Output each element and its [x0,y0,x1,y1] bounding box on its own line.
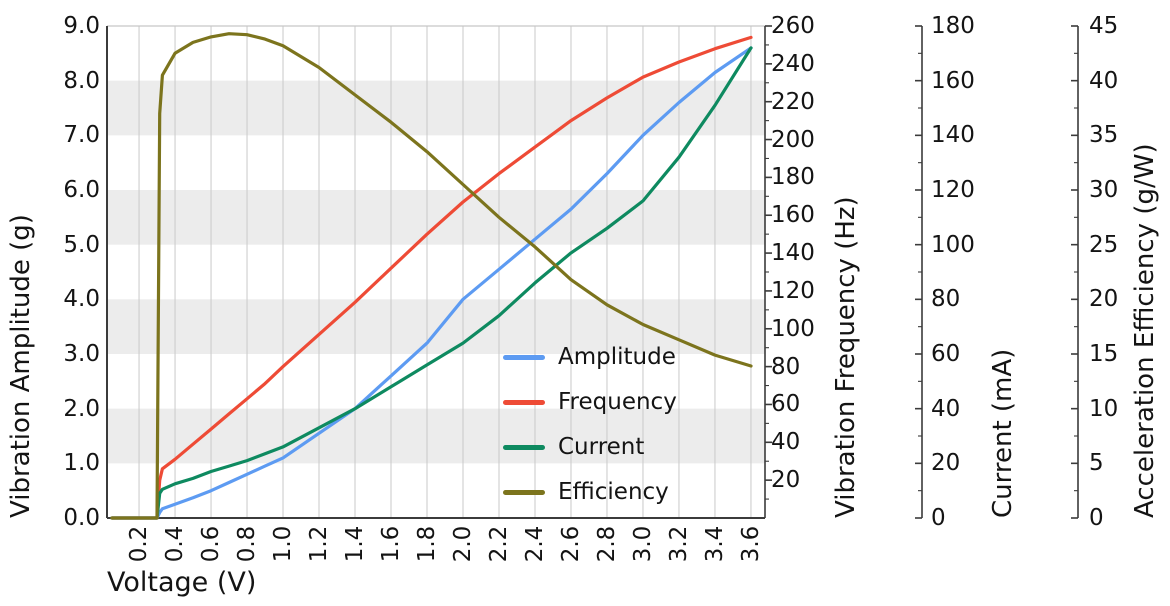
tick-label-current: 160 [931,67,975,94]
tick-label-efficiency: 20 [1089,286,1119,313]
tick-label-current: 120 [931,177,975,203]
legend-label: Current [558,434,645,460]
x-tick-label: 1.8 [414,525,440,563]
tick-label-current: 100 [931,231,975,258]
y-tick-label-amplitude: 7.0 [63,122,100,149]
x-tick-label: 0.8 [234,525,261,563]
tick-label-frequency: 260 [771,13,815,39]
tick-label-frequency: 100 [771,315,815,342]
x-tick-label: 0.4 [162,525,189,563]
tick-label-efficiency: 10 [1089,395,1119,422]
y-tick-label-amplitude: 9.0 [63,13,100,39]
y-tick-label-amplitude: 5.0 [63,231,100,258]
y-tick-label-amplitude: 0.0 [63,505,100,531]
series-amplitude-line [110,46,753,520]
x-tick-label: 1.2 [306,525,332,563]
legend-label: Efficiency [558,479,669,505]
tick-label-efficiency: 25 [1089,231,1119,258]
series-efficiency-line [110,32,753,520]
tick-label-current: 140 [931,122,975,149]
x-tick-label: 0.6 [198,525,225,563]
tick-label-frequency: 140 [771,240,815,267]
legend-swatch-current [503,444,545,450]
y-axis-title-current: Current (mA) [988,348,1018,518]
current-axis [915,25,923,519]
x-tick-label: 3.6 [737,525,764,563]
tick-label-current: 80 [931,286,961,313]
x-tick-label: 1.4 [342,525,368,563]
legend-item-frequency: Frequency [503,388,677,416]
x-axis-title: Voltage (V) [107,567,257,598]
tick-label-frequency: 80 [771,353,801,380]
legend-item-amplitude: Amplitude [503,343,676,371]
frequency-axis-ticks [765,25,772,500]
x-tick-label: 1.0 [270,525,297,563]
x-tick-label: 3.0 [629,525,656,563]
tick-label-frequency: 60 [771,391,801,418]
x-tick-label: 0.2 [126,525,153,563]
x-tick-label: 2.6 [557,525,584,563]
x-tick-label: 3.2 [665,525,692,563]
tick-label-frequency: 160 [771,202,815,229]
series-frequency-line [110,35,753,520]
tick-label-current: 40 [931,395,961,422]
series-current-line [110,46,753,520]
tick-label-efficiency: 15 [1089,341,1119,367]
tick-label-efficiency: 45 [1089,13,1119,39]
x-tick-label: 2.0 [449,525,476,563]
legend-swatch-efficiency [503,489,545,495]
tick-label-frequency: 40 [771,429,801,456]
tick-label-frequency: 200 [771,126,815,153]
y-axis-title-amplitude: Vibration Amplitude (g) [6,214,36,518]
y-tick-label-amplitude: 3.0 [63,341,100,367]
y-tick-label-amplitude: 8.0 [63,67,100,94]
tick-label-frequency: 180 [771,164,815,191]
legend-swatch-frequency [503,399,545,405]
tick-label-efficiency: 5 [1089,450,1104,477]
tick-label-efficiency: 0 [1089,505,1104,531]
tick-label-efficiency: 40 [1089,67,1119,94]
gridlines [138,26,752,518]
x-tick-label: 2.8 [593,525,620,563]
legend-item-current: Current [503,433,644,461]
tick-label-current: 60 [931,341,961,367]
tick-label-frequency: 220 [771,88,815,115]
tick-label-frequency: 120 [771,277,815,304]
x-tick-label: 2.4 [521,525,548,563]
tick-label-frequency: 240 [771,50,815,77]
tick-label-current: 20 [931,450,961,477]
legend-label: Frequency [558,389,677,415]
y-tick-label-amplitude: 4.0 [63,286,100,313]
legend-label: Amplitude [558,344,676,370]
y-axis-title-efficiency: Acceleration Efficiency (g/W) [1130,143,1160,518]
x-tick-label: 2.2 [485,525,512,563]
x-tick-label: 3.4 [701,525,728,563]
legend-swatch-amplitude [503,354,545,360]
efficiency-axis [1071,25,1079,519]
y-tick-label-amplitude: 6.0 [63,177,100,203]
background-bands [107,80,765,464]
tick-label-current: 180 [931,13,975,39]
y-tick-label-amplitude: 1.0 [63,450,100,477]
y-axis-title-frequency: Vibration Frequency (Hz) [831,196,861,518]
legend-item-efficiency: Efficiency [503,478,669,506]
tick-label-efficiency: 35 [1089,122,1119,149]
tick-label-frequency: 20 [771,467,801,494]
tick-label-current: 0 [931,505,946,531]
tick-label-efficiency: 30 [1089,177,1119,203]
x-tick-label: 1.6 [378,525,404,563]
y-tick-label-amplitude: 2.0 [63,395,100,422]
